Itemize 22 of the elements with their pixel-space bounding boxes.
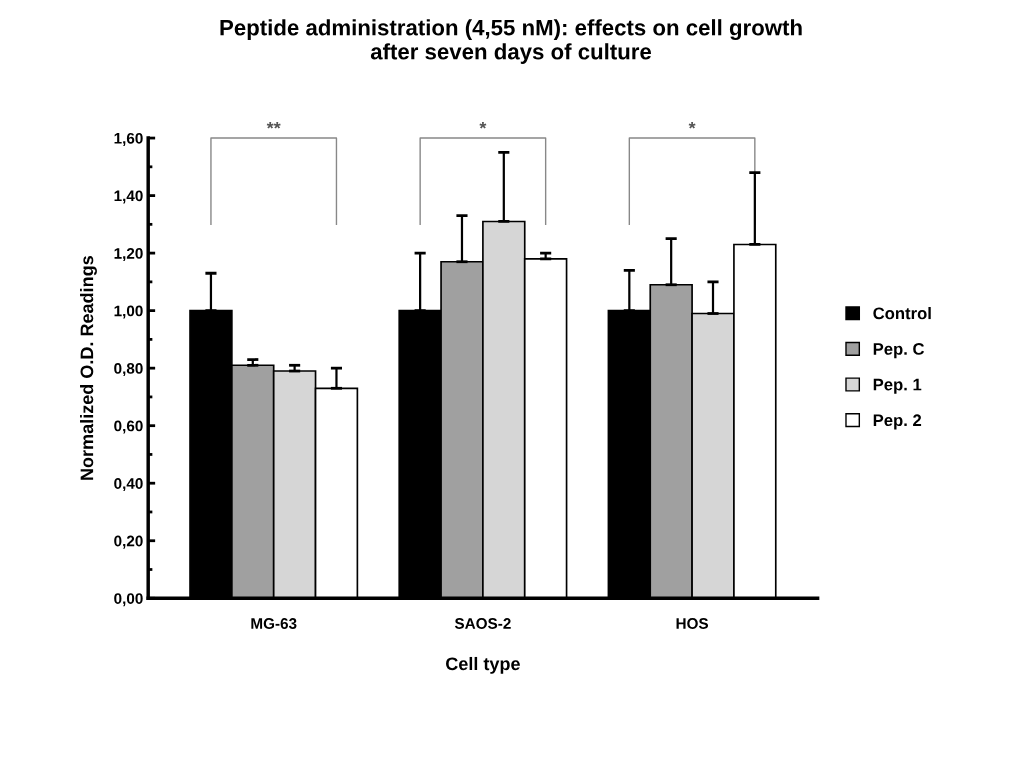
- text: *: [688, 121, 696, 129]
- text: *: [479, 121, 487, 129]
- y-tick-label: 1,20: [114, 247, 143, 262]
- x-tick-label: SAOS-2: [454, 618, 511, 629]
- y-tick-label: 0,00: [114, 593, 143, 607]
- y-tick-label: 1,60: [114, 132, 143, 146]
- y-tick-label: 1,40: [114, 190, 143, 204]
- text: **: [266, 121, 281, 129]
- x-tick-label: MG-63: [251, 618, 297, 629]
- y-tick-label: 1,00: [114, 305, 143, 319]
- x-tick-label: HOS: [676, 618, 709, 629]
- legend-label: Pep. C: [873, 343, 925, 359]
- y-tick-label: 0,80: [114, 363, 143, 377]
- chart-title: Peptide administration (4,55 nM): effects on cell growth after seven days of culture: [220, 19, 802, 64]
- legend-label: Control: [873, 307, 931, 320]
- legend-label: Pep. 1: [873, 378, 922, 394]
- x-axis-title: Cell type: [446, 656, 520, 674]
- legend-label: Pep. 2: [873, 414, 922, 430]
- y-tick-label: 0,40: [114, 478, 143, 492]
- y-tick-label: 0,60: [114, 420, 143, 434]
- y-tick-label: 0,20: [114, 535, 143, 549]
- y-axis-title: Normalized O.D. Readings: [80, 256, 97, 480]
